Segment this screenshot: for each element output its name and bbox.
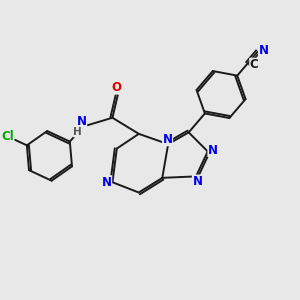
Text: H: H	[74, 127, 82, 137]
Text: N: N	[193, 175, 202, 188]
Text: N: N	[208, 143, 218, 157]
Text: Cl: Cl	[1, 130, 14, 143]
Text: C: C	[250, 58, 259, 71]
Text: N: N	[102, 176, 112, 189]
Text: N: N	[163, 133, 172, 146]
Text: O: O	[112, 81, 122, 94]
Text: N: N	[77, 115, 87, 128]
Text: N: N	[259, 44, 269, 57]
